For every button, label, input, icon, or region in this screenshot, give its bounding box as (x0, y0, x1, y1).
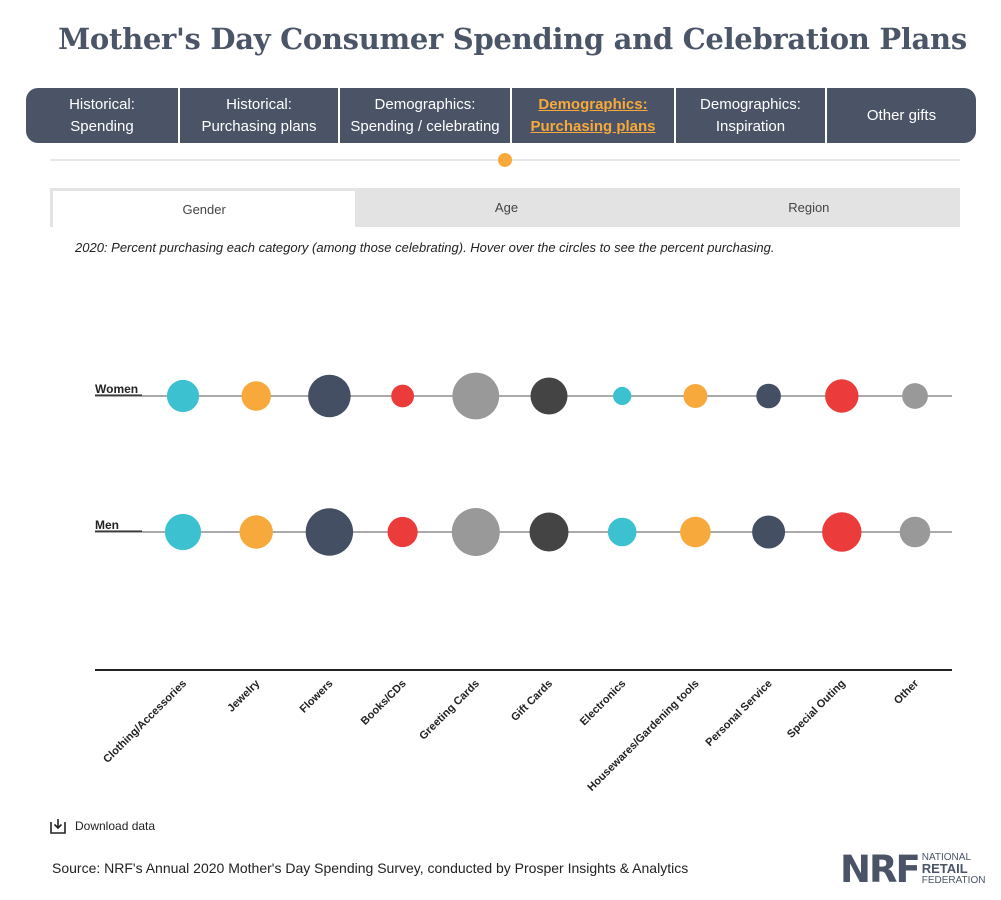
download-icon (50, 819, 66, 834)
tab-label-line1: Demographics: (700, 95, 801, 113)
tab-label-line2: Inspiration (715, 117, 786, 135)
tab-label-line1: Demographics: (538, 95, 648, 113)
tab-historical-purchasing-plans[interactable]: Historical: Purchasing plans (180, 88, 340, 143)
bubble-men[interactable]: Greeting Cards: 76% (451, 508, 500, 556)
x-tick-label: Personal Service (704, 678, 775, 749)
tab-label-line1: Historical: (69, 95, 135, 113)
bubble-men[interactable]: Other: 31% (899, 516, 931, 548)
bubble-women[interactable]: Housewares/Gardening tools: 19% (683, 384, 708, 408)
source-note: Source: NRF's Annual 2020 Mother's Day S… (52, 860, 689, 876)
tab-label-line1: Historical: (226, 95, 292, 113)
bubble-men[interactable]: Special Outing: 51% (822, 512, 862, 552)
subtab-age[interactable]: Age (494, 200, 519, 215)
download-data-button[interactable]: Download data (50, 818, 155, 834)
logo-line3: FEDERATION (921, 875, 986, 886)
x-tick-label: Books/CDs (359, 678, 409, 728)
tab-historical-spending[interactable]: Historical: Spending (26, 88, 180, 143)
bubble-men[interactable]: Jewelry: 37% (239, 515, 273, 549)
row-label-women: Women (95, 382, 138, 396)
bubble-women[interactable]: Gift Cards: 45% (530, 377, 568, 415)
x-tick-label: Flowers (298, 678, 336, 716)
bubble-men[interactable]: Housewares/Gardening tools: 31% (680, 516, 711, 548)
section-nav: Historical: Spending Historical: Purchas… (26, 88, 976, 143)
nrf-logo: NRF NATIONAL RETAIL FEDERATION (840, 848, 986, 891)
x-tick-label: Other (892, 677, 922, 707)
tab-label-line1: Other gifts (866, 106, 937, 124)
x-tick-label: Jewelry (225, 677, 263, 715)
tab-other-gifts[interactable]: Other gifts (827, 88, 976, 143)
x-tick-label: Gift Cards (509, 678, 555, 724)
bubble-women[interactable]: Other: 22% (902, 383, 928, 409)
tab-label-line2: Purchasing plans (530, 117, 656, 135)
tab-demographics-inspiration[interactable]: Demographics: Inspiration (676, 88, 827, 143)
logo-line1: NATIONAL (921, 852, 972, 863)
tab-demographics-purchasing-plans[interactable]: Demographics: Purchasing plans (512, 88, 676, 143)
page-title: Mother's Day Consumer Spending and Celeb… (58, 22, 967, 56)
tab-label-line1: Demographics: (374, 95, 476, 113)
bubble-women[interactable]: Electronics: 11% (613, 386, 632, 406)
download-label: Download data (75, 819, 156, 833)
logo-line2: RETAIL (921, 861, 968, 876)
progress-indicator (498, 153, 512, 167)
x-tick-label: Electronics (578, 678, 628, 728)
bubble-women[interactable]: Clothing/Accessories: 34% (166, 379, 200, 413)
bubble-men[interactable]: Gift Cards: 50% (529, 512, 569, 552)
bubble-women[interactable]: Personal Service: 20% (756, 383, 781, 409)
bubble-women[interactable]: Flowers: 60% (308, 374, 351, 418)
bubble-women[interactable]: Special Outing: 37% (825, 379, 859, 413)
bubble-men[interactable]: Clothing/Accessories: 43% (164, 513, 202, 551)
bubble-women[interactable]: Jewelry: 29% (241, 381, 271, 411)
chart-caption: 2020: Percent purchasing each category (… (75, 240, 775, 255)
tab-label-line2: Purchasing plans (201, 117, 317, 135)
logo-wordmark: NATIONAL RETAIL FEDERATION (922, 852, 986, 886)
subtab-region[interactable]: Region (788, 200, 830, 215)
subtab-bar: Gender Age Region (50, 188, 960, 227)
x-tick-label: Greeting Cards (417, 678, 482, 743)
tab-demographics-spending[interactable]: Demographics: Spending / celebrating (340, 88, 512, 143)
bubble-men[interactable]: Electronics: 27% (607, 517, 637, 547)
tab-label-line2: Spending (70, 117, 134, 135)
bubble-women[interactable]: Books/CDs: 17% (391, 384, 414, 408)
tab-label-line2: Spending / celebrating (350, 117, 500, 135)
bubble-men[interactable]: Personal Service: 36% (752, 515, 786, 549)
row-label-men: Men (95, 518, 119, 532)
logo-mark: NRF (840, 848, 921, 891)
bubble-men[interactable]: Flowers: 74% (305, 508, 354, 556)
x-tick-label: Special Outing (785, 678, 848, 741)
subtab-gender[interactable]: Gender (53, 191, 356, 227)
x-tick-label: Clothing/Accessories (101, 678, 189, 766)
bubble-men[interactable]: Books/CDs: 30% (387, 516, 418, 548)
bubble-women[interactable]: Greeting Cards: 72% (452, 372, 500, 420)
